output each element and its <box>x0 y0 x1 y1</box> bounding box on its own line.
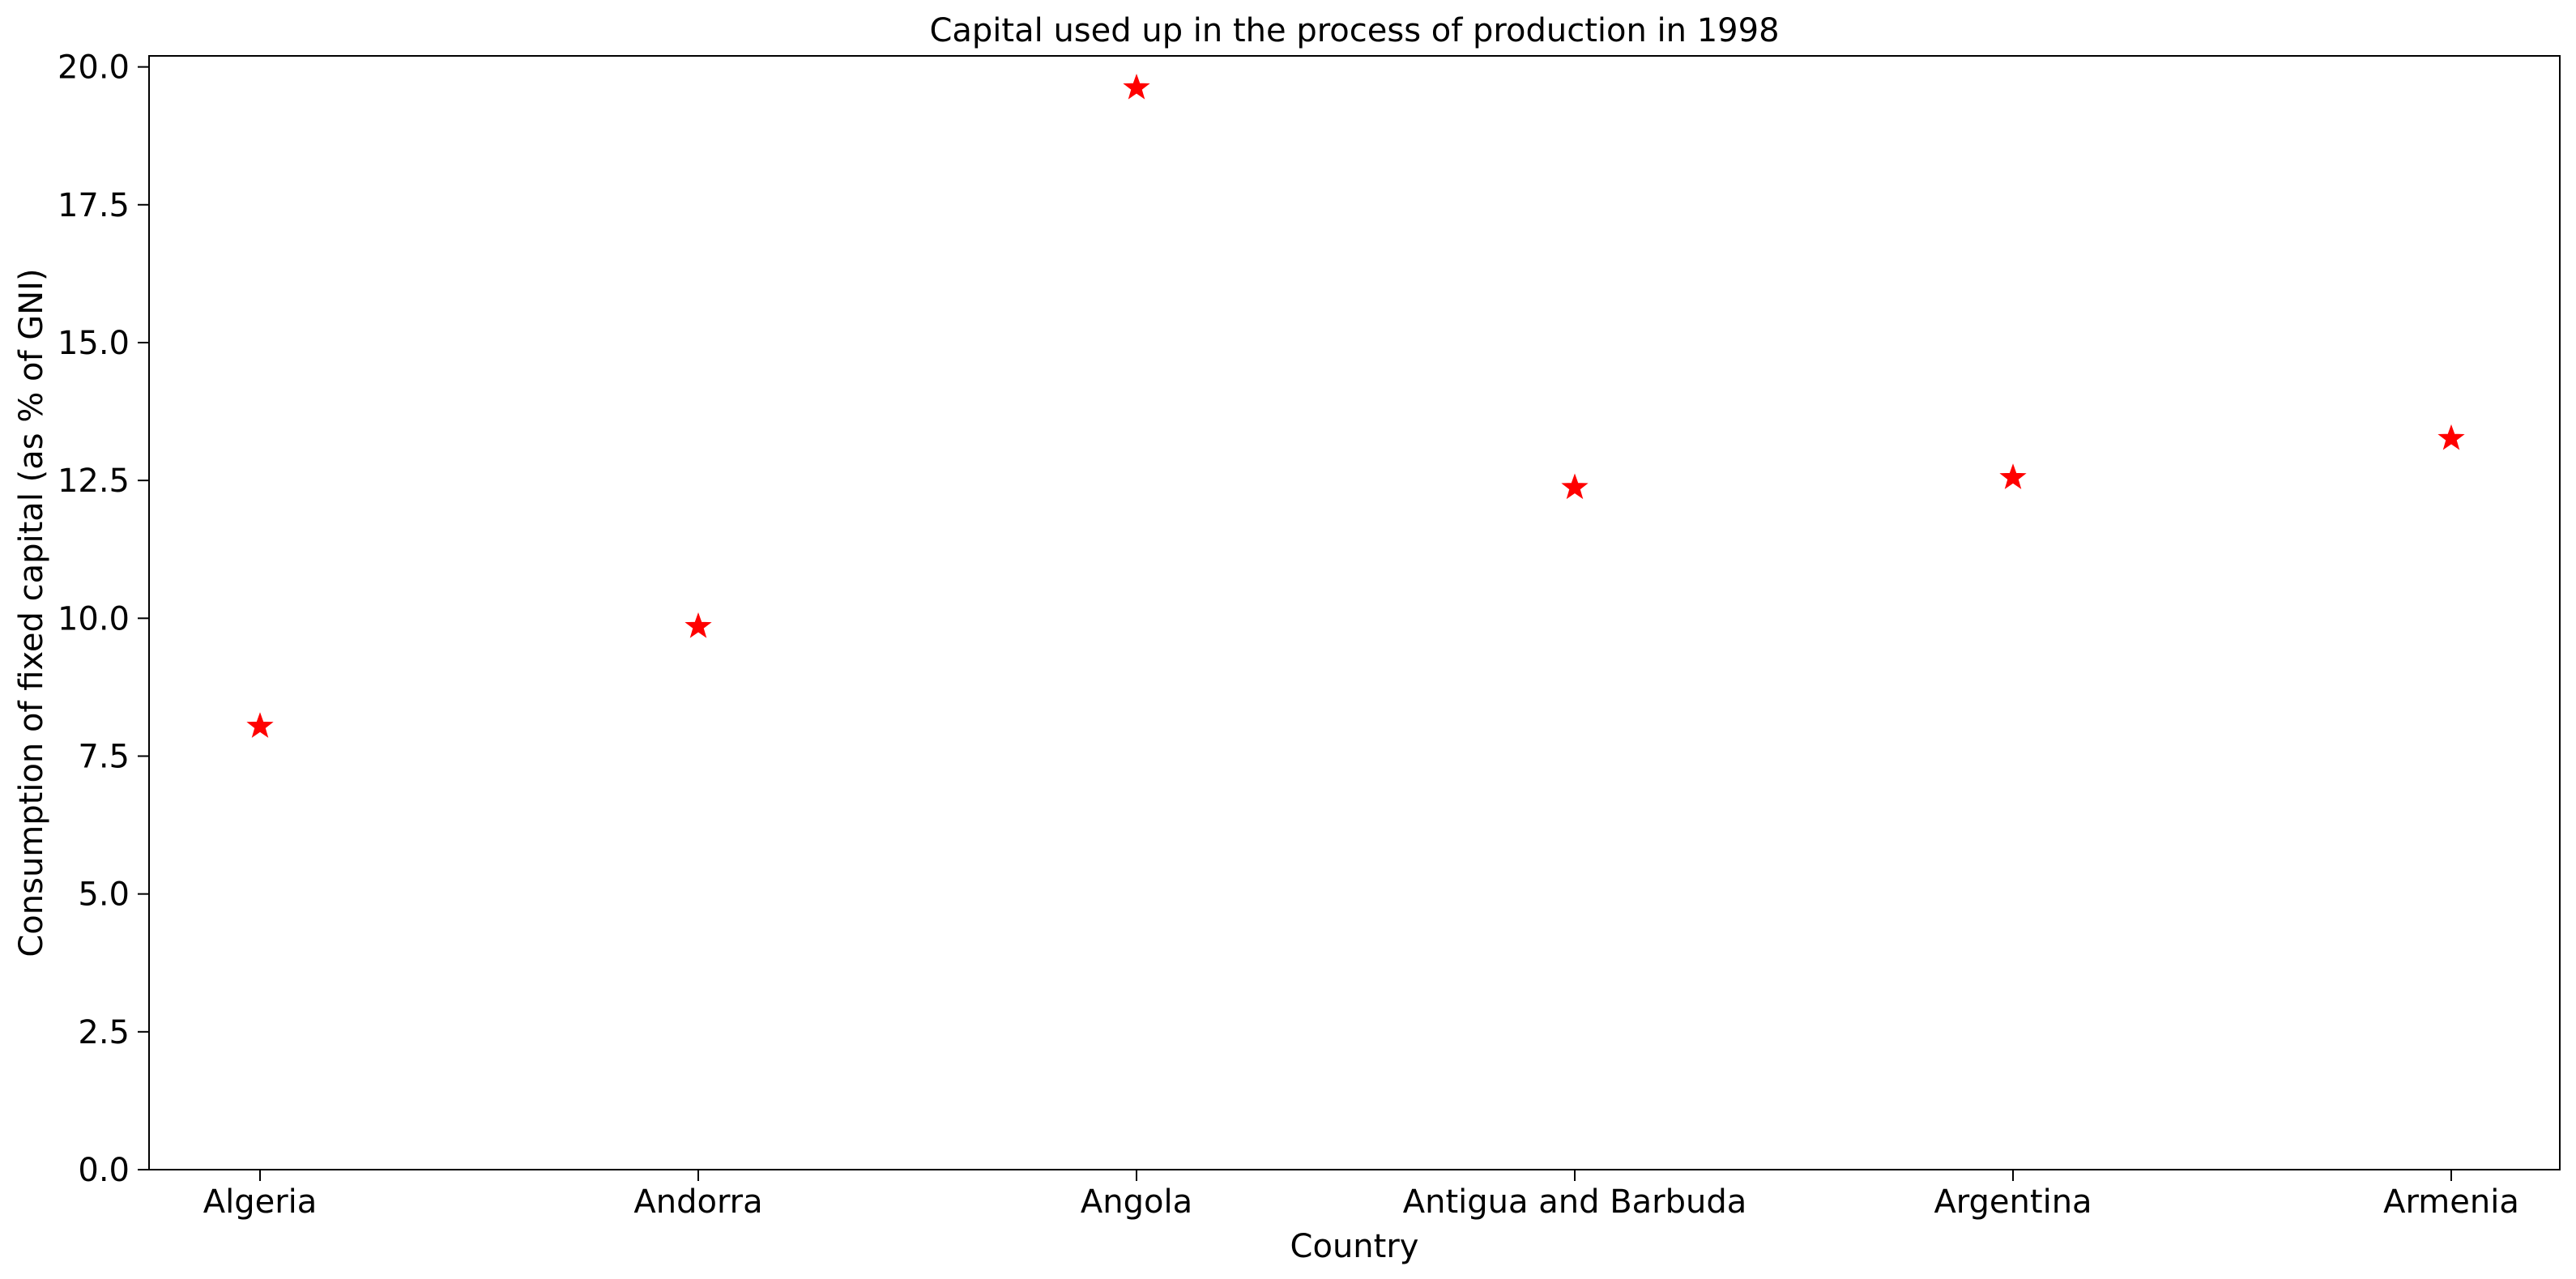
data-point-star <box>1123 73 1150 100</box>
y-tick-label: 17.5 <box>58 187 130 224</box>
y-axis-ticks: 0.0 2.5 5.0 7.5 10.0 12.5 15.0 17.5 20.0 <box>58 49 149 1189</box>
x-axis-ticks: Algeria Andorra Angola Antigua and Barbuda A… <box>203 1170 2519 1221</box>
x-axis-label: Country <box>1290 1228 1419 1265</box>
x-tick-label: Armenia <box>2383 1183 2519 1221</box>
data-point-star <box>1999 463 2027 489</box>
data-points <box>246 73 2465 738</box>
y-tick-label: 2.5 <box>78 1014 130 1051</box>
chart-title: Capital used up in the process of produc… <box>929 12 1779 49</box>
y-tick-label: 20.0 <box>58 49 130 87</box>
y-tick-label: 10.0 <box>58 600 130 637</box>
y-tick-label: 7.5 <box>78 738 130 775</box>
x-tick-label: Antigua and Barbuda <box>1403 1183 1747 1221</box>
data-point-star <box>1561 473 1589 500</box>
y-axis-label: Consumption of fixed capital (as % of GN… <box>13 268 50 957</box>
y-tick-label: 15.0 <box>58 325 130 362</box>
x-tick-label: Angola <box>1081 1183 1192 1221</box>
y-tick-label: 0.0 <box>78 1152 130 1189</box>
y-tick-label: 5.0 <box>78 876 130 914</box>
y-tick-label: 12.5 <box>58 463 130 500</box>
x-tick-label: Algeria <box>203 1183 318 1221</box>
plot-area-frame <box>148 55 2561 1170</box>
x-tick-label: Argentina <box>1934 1183 2092 1221</box>
x-tick-label: Andorra <box>633 1183 762 1221</box>
data-point-star <box>246 712 274 738</box>
data-point-star <box>685 612 712 638</box>
data-point-star <box>2437 424 2465 450</box>
